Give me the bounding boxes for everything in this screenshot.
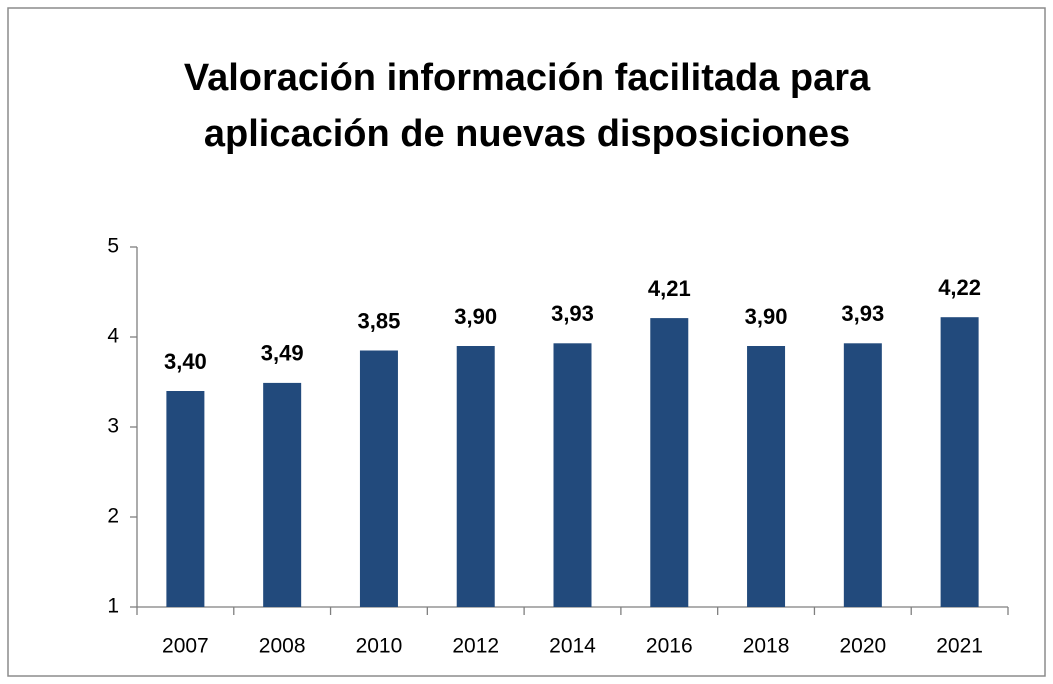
x-tick-label: 2007 — [162, 635, 209, 658]
y-tick-label: 3 — [107, 415, 119, 438]
bar — [456, 346, 495, 607]
y-tick-label: 5 — [107, 235, 119, 258]
x-tick-label: 2016 — [646, 635, 693, 658]
x-tick-label: 2008 — [259, 635, 306, 658]
x-tick-label: 2012 — [452, 635, 499, 658]
bar — [940, 317, 979, 607]
y-tick-label: 4 — [107, 325, 119, 348]
bar — [166, 391, 205, 607]
bar — [359, 350, 398, 607]
bar — [553, 343, 592, 607]
value-label: 3,85 — [358, 308, 401, 333]
value-label: 3,40 — [164, 349, 207, 374]
x-tick-label: 2018 — [743, 635, 790, 658]
bar — [843, 343, 882, 607]
y-tick-label: 2 — [107, 505, 119, 528]
value-label: 3,90 — [454, 304, 497, 329]
x-tick-label: 2021 — [936, 635, 983, 658]
bar — [650, 318, 689, 607]
y-tick-label: 1 — [107, 595, 119, 618]
value-label: 3,93 — [551, 301, 594, 326]
bar — [747, 346, 786, 607]
value-label: 3,49 — [261, 341, 304, 366]
chart-border — [7, 7, 1046, 677]
x-tick-label: 2014 — [549, 635, 596, 658]
value-label: 3,93 — [841, 301, 884, 326]
x-tick-label: 2010 — [356, 635, 403, 658]
x-tick-label: 2020 — [839, 635, 886, 658]
chart-title: Valoración información facilitada para — [184, 57, 871, 99]
bar — [263, 382, 302, 607]
value-label: 3,90 — [745, 304, 788, 329]
chart-title: aplicación de nuevas disposiciones — [204, 113, 850, 155]
value-label: 4,21 — [648, 276, 691, 301]
value-label: 4,22 — [938, 275, 981, 300]
